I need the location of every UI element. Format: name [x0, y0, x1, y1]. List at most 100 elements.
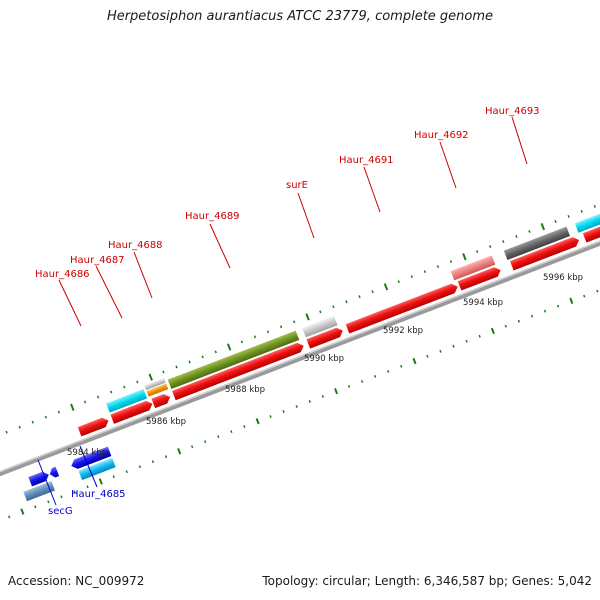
minor-tick: [593, 204, 596, 208]
minor-tick: [162, 370, 165, 374]
minor-tick: [188, 360, 191, 364]
label-haur-4687: Haur_4687: [70, 255, 125, 266]
label-haur-4688: Haur_4688: [108, 240, 163, 251]
minor-tick: [449, 260, 453, 264]
label-haur-4686: Haur_4686: [35, 269, 90, 280]
minor-tick: [138, 465, 142, 469]
minor-tick: [502, 240, 505, 243]
minor-tick: [279, 325, 283, 329]
minor-tick: [73, 490, 76, 494]
minor-tick: [345, 300, 348, 304]
minor-tick: [151, 460, 155, 464]
minor-tick: [44, 415, 47, 419]
minor-tick: [8, 515, 11, 519]
gene-sure-red: [306, 327, 343, 349]
label-haur-4692: Haur_4692: [414, 130, 469, 141]
minor-tick: [60, 495, 63, 499]
major-tick: [334, 387, 339, 395]
reverse-strand-genes: [23, 446, 116, 502]
map-title: Herpetosiphon aurantiacus ATCC 23779, co…: [106, 9, 494, 24]
gene-haur-4685: [78, 457, 116, 481]
gene-haur-4688: [146, 383, 169, 397]
minor-tick: [57, 410, 61, 414]
minor-tick: [371, 290, 374, 294]
gene-haur-4691: [345, 283, 458, 334]
minor-tick: [360, 379, 364, 383]
major-tick: [177, 448, 182, 455]
minor-tick: [321, 395, 324, 398]
major-tick: [226, 343, 232, 351]
scale-label-5990: 5990 kbp: [304, 354, 344, 364]
minor-tick: [358, 295, 361, 299]
label-sec-g: secG: [48, 506, 73, 517]
gene-haur-4688-red: [151, 394, 171, 409]
major-tick: [20, 508, 25, 515]
minor-tick: [125, 470, 128, 474]
minor-tick: [266, 330, 270, 334]
gene-labels: Haur_4686 Haur_4687 Haur_4688 Haur_4689 …: [35, 106, 540, 517]
gene-haur-4689: [167, 330, 300, 390]
backbone-group: [0, 190, 600, 504]
accession-text: Accession: NC_009972: [8, 574, 145, 588]
minor-tick: [504, 324, 507, 328]
minor-tick: [190, 445, 194, 449]
minor-tick: [554, 220, 557, 223]
minor-tick: [123, 385, 126, 389]
minor-tick: [204, 440, 207, 444]
minor-tick: [347, 385, 351, 388]
minor-tick: [83, 400, 87, 404]
genome-backbone: [0, 190, 600, 504]
minor-tick: [426, 354, 429, 358]
leader-haur-4686: [58, 279, 82, 327]
leader-haur-4692: [439, 141, 457, 189]
minor-tick: [596, 289, 599, 293]
leader-sec-g: [37, 459, 57, 506]
minor-tick: [86, 485, 89, 489]
minor-tick: [319, 310, 322, 314]
forward-strand-genes: [77, 206, 600, 437]
genome-backbone-highlight: [0, 190, 600, 501]
minor-tick: [243, 425, 246, 429]
minor-tick: [332, 305, 335, 309]
minor-tick: [136, 380, 139, 384]
minor-tick: [253, 335, 257, 339]
leader-sure: [297, 192, 315, 239]
minor-tick: [489, 245, 492, 248]
minor-tick: [373, 374, 377, 378]
leader-haur-4688: [133, 251, 153, 299]
minor-tick: [47, 500, 50, 504]
leader-haur-4691: [363, 166, 381, 213]
gene-next-red: [582, 214, 600, 243]
scale-label-5994: 5994 kbp: [463, 298, 503, 308]
minor-tick: [164, 455, 168, 459]
leader-haur-4693: [511, 116, 528, 165]
minor-tick: [465, 339, 468, 343]
leader-haur-4689: [209, 223, 231, 269]
tick-row-lower: [8, 289, 599, 519]
minor-tick: [96, 395, 100, 399]
gene-haur-4687-red: [110, 400, 153, 424]
label-haur-4685: Haur_4685: [71, 489, 126, 500]
gene-haur-4686: [77, 417, 109, 437]
minor-tick: [34, 505, 37, 509]
minor-tick: [476, 250, 479, 253]
minor-tick: [580, 209, 583, 213]
tick-row-upper: [5, 204, 596, 434]
major-tick: [569, 297, 574, 304]
label-sure: surE: [286, 180, 308, 191]
gene-haur-4687: [106, 388, 148, 413]
gene-sec-g-steel: [23, 481, 55, 502]
gene-sure: [302, 315, 338, 338]
gene-haur-4689-red: [172, 342, 304, 401]
gene-small-blue: [49, 466, 60, 478]
scale-label-5986: 5986 kbp: [146, 417, 186, 427]
minor-tick: [5, 430, 8, 434]
major-tick: [98, 478, 103, 485]
scale-labels: 5984 kbp 5986 kbp 5988 kbp 5990 kbp 5992…: [67, 273, 583, 458]
minor-tick: [439, 349, 442, 353]
minor-tick: [567, 214, 570, 218]
minor-tick: [214, 350, 217, 354]
minor-tick: [436, 265, 440, 269]
minor-tick: [18, 425, 21, 429]
